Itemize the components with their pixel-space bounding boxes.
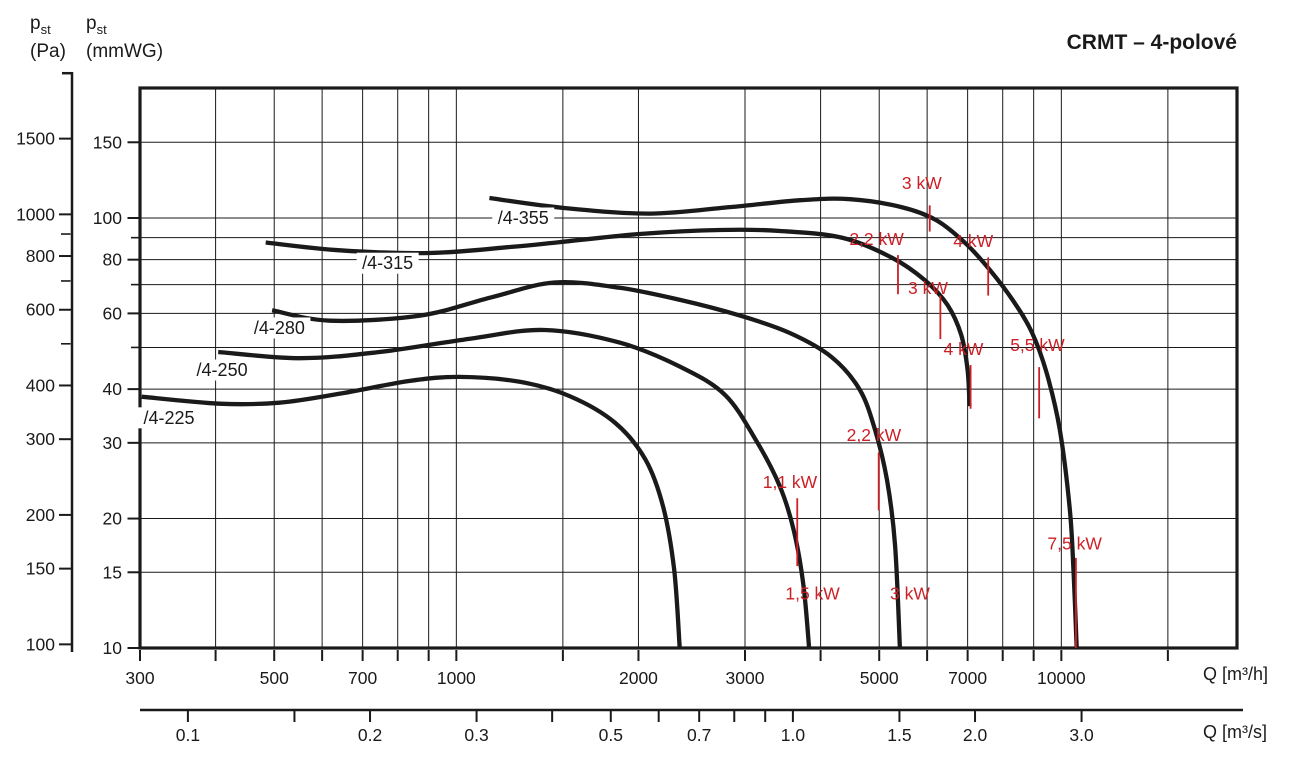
- y-axis-symbol-pa: pst: [30, 13, 51, 37]
- fan-curve-4-280: [271, 280, 903, 649]
- y-axis-symbol-mmwg: pst: [86, 13, 107, 37]
- power-label: 2,2 kW: [847, 425, 902, 445]
- power-label: 3 kW: [908, 278, 948, 298]
- power-label: 5,5 kW: [1010, 335, 1065, 355]
- y-axis-unit-mmwg: (mmWG): [86, 40, 164, 62]
- curve-label: /4-355: [498, 208, 549, 228]
- x-axis-tick-label: 3000: [726, 668, 765, 688]
- pa-axis-tick-label: 1000: [16, 204, 55, 224]
- x-axis-tick-label: 300: [125, 668, 154, 688]
- pa-axis-tick-label: 800: [26, 246, 55, 266]
- x-axis-secondary-tick-label: 0.7: [687, 725, 711, 745]
- x-axis-secondary-tick-label: 2.0: [963, 725, 988, 745]
- x-axis-tick-label: 500: [260, 668, 289, 688]
- power-label: 1,5 kW: [785, 583, 840, 603]
- curve-label: /4-250: [197, 360, 248, 380]
- mmwg-axis-tick-label: 40: [103, 379, 123, 399]
- pa-axis-tick-label: 200: [26, 505, 55, 525]
- mmwg-axis-tick-label: 10: [103, 638, 123, 658]
- pa-axis-tick-label: 100: [26, 634, 55, 654]
- pa-axis-tick-label: 150: [26, 559, 55, 579]
- chart-title: CRMT – 4-polové: [1066, 31, 1237, 54]
- pa-axis-tick-label: 1500: [16, 129, 55, 149]
- curve-label: /4-280: [254, 318, 305, 338]
- fan-curve-4-355: [489, 195, 1079, 649]
- plot-frame: [138, 86, 1239, 650]
- x-axis-secondary-tick-label: 1.5: [887, 725, 911, 745]
- curve-label-bg: [492, 207, 555, 229]
- pa-axis-tick-label: 300: [26, 429, 55, 449]
- x-axis-tick-label: 5000: [860, 668, 899, 688]
- x-axis-secondary-tick-label: 3.0: [1069, 725, 1094, 745]
- x-axis-unit-m3s: Q [m³/s]: [1203, 722, 1267, 742]
- curve-label-bg: [248, 317, 311, 339]
- curve-label-bg: [191, 359, 254, 381]
- mmwg-axis-tick-label: 20: [103, 509, 123, 529]
- power-label: 3 kW: [890, 583, 930, 603]
- y-axis-title-pa: pst (Pa): [30, 13, 66, 63]
- curve-label-bg: [137, 407, 200, 429]
- pa-axis-tick-label: 600: [26, 300, 55, 320]
- curve-label: /4-225: [143, 408, 194, 428]
- power-label: 3 kW: [902, 173, 942, 193]
- power-label: 4 kW: [944, 339, 984, 359]
- mmwg-axis-tick-label: 60: [103, 303, 123, 323]
- x-axis-secondary-tick-label: 0.2: [358, 725, 382, 745]
- mmwg-axis-tick-label: 15: [103, 562, 122, 582]
- pa-axis-tick-label: 400: [26, 375, 55, 395]
- x-axis-secondary-tick-label: 0.1: [176, 725, 200, 745]
- y-axis-title-mmwg: pst (mmWG): [86, 13, 163, 63]
- x-axis-secondary-tick-label: 0.3: [464, 725, 488, 745]
- curve-label-bg: [356, 252, 419, 274]
- mmwg-axis-tick-label: 80: [103, 250, 123, 270]
- power-label: 2,2 kW: [849, 229, 904, 249]
- mmwg-axis-tick-label: 150: [93, 132, 122, 152]
- y-axis-unit-pa: (Pa): [30, 40, 66, 62]
- mmwg-axis-tick-label: 100: [93, 208, 122, 228]
- fan-curve-4-250: [218, 327, 812, 649]
- power-label: 1,1 kW: [763, 472, 818, 492]
- mmwg-axis-tick-label: 30: [103, 433, 123, 453]
- power-label: 7,5 kW: [1047, 533, 1102, 553]
- fan-curve-4-315: [265, 227, 972, 407]
- x-axis-secondary-tick-label: 0.5: [599, 725, 623, 745]
- x-axis-tick-label: 700: [348, 668, 377, 688]
- x-axis-unit-m3h: Q [m³/h]: [1203, 664, 1269, 684]
- x-axis-tick-label: 1000: [437, 668, 476, 688]
- power-label: 4 kW: [953, 231, 993, 251]
- x-axis-tick-label: 10000: [1037, 668, 1086, 688]
- x-axis-tick-label: 2000: [619, 668, 658, 688]
- x-axis-secondary-tick-label: 1.0: [781, 725, 806, 745]
- x-axis-tick-label: 7000: [948, 668, 987, 688]
- fan-curve-4-225: [141, 374, 682, 649]
- curve-label: /4-315: [362, 253, 413, 273]
